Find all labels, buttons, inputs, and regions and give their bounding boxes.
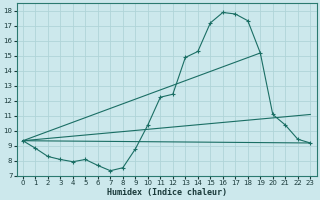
X-axis label: Humidex (Indice chaleur): Humidex (Indice chaleur) <box>107 188 227 197</box>
